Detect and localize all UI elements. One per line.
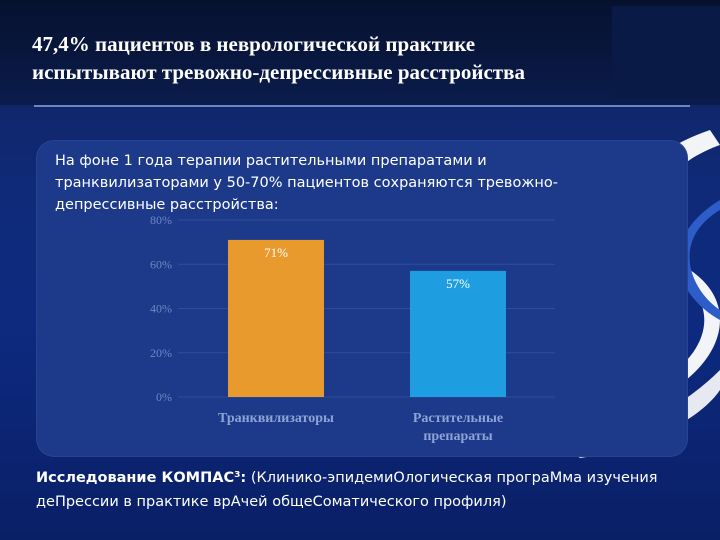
x-tick-label: препараты [423,429,492,444]
panel-text: На фоне 1 года терапии растительными пре… [55,153,558,213]
footer-text: (Клинико-эпидемиОлогическая програМма из… [36,470,658,510]
corner-decoration [612,6,720,98]
y-tick-label: 0% [156,390,172,404]
title-line-2: испытывают тревожно-депрессивные расстро… [32,60,525,84]
title-divider [34,105,690,107]
footer-note: Исследование КОМПАС³: (Клинико-эпидемиОл… [36,466,706,514]
bar [410,270,506,397]
y-tick-label: 40% [150,302,172,316]
y-tick-label: 60% [150,257,172,271]
x-tick-label: Транквилизаторы [218,411,334,426]
data-label: 57% [446,276,470,291]
bar [228,239,324,397]
slide-title: 47,4% пациентов в неврологической практи… [32,30,612,86]
y-tick-label: 80% [150,213,172,227]
y-tick-label: 20% [150,346,172,360]
x-tick-label: Растительные [413,411,503,426]
footer-bold-label: Исследование КОМПАС³: [36,470,247,486]
data-label: 71% [264,245,288,260]
header-band [0,0,720,105]
title-line-1: 47,4% пациентов в неврологической практи… [32,32,476,56]
content-panel [36,140,688,457]
